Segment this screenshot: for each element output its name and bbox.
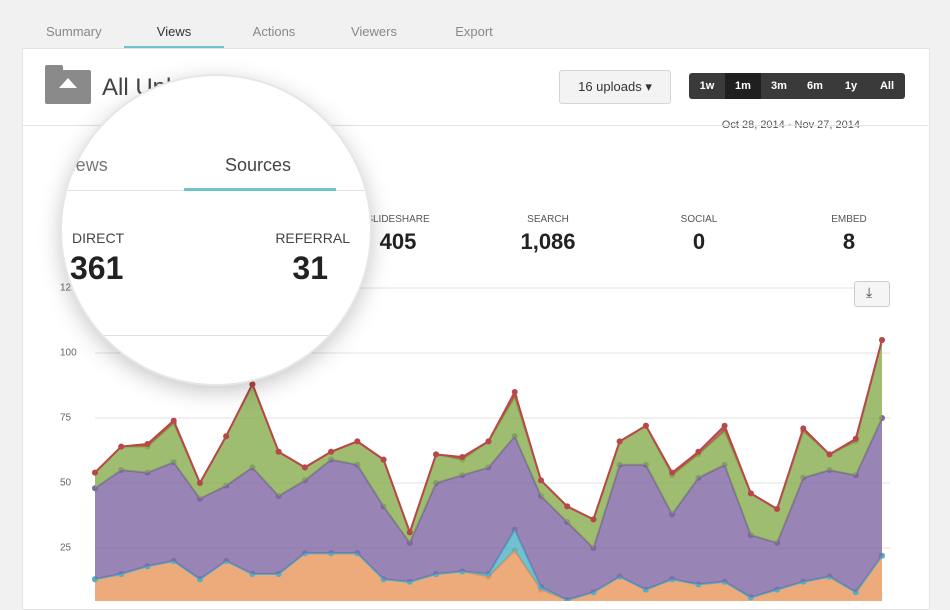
folder-icon [45,65,91,104]
mag-stat-value: 361 [70,250,124,286]
y-tick-label: 100 [60,348,77,359]
area-fill [95,550,882,601]
range-button[interactable]: All [879,80,895,92]
nav-tab[interactable]: Views [124,18,224,49]
point [590,516,597,523]
mag-tab[interactable]: Views [62,155,108,175]
point [511,389,518,395]
point [564,503,571,510]
point [223,433,230,440]
range-button[interactable]: 1y [844,80,858,92]
range-button[interactable]: 3m [771,80,787,92]
divider [62,335,370,336]
point [669,469,676,476]
stat-label: SOCIAL [680,214,718,225]
y-tick-label: 25 [60,543,72,554]
point [747,490,754,497]
mag-stat-value: 31 [292,250,328,286]
point [275,448,282,455]
stat-value: 1,086 [520,229,576,254]
stat-label: EMBED [831,214,867,225]
stat-value: 405 [379,229,417,254]
uploads-dropdown[interactable]: 16 uploads [559,70,671,104]
mag-tab[interactable]: Sources [225,155,292,175]
stat-value: 0 [692,229,706,254]
point [301,464,308,471]
stat: SEARCH 1,086 [488,214,608,255]
nav-tab[interactable]: Viewers [350,24,397,39]
point [118,443,125,450]
range-button[interactable]: 1m [725,73,761,99]
download-button[interactable] [854,281,890,307]
range-button[interactable]: 1w [699,80,715,92]
point [433,451,440,458]
point [695,448,702,455]
area-fill [95,418,882,600]
point [459,454,466,460]
mag-stat-label: REFERRAL [275,230,350,246]
stat: SOCIAL 0 [639,214,759,255]
y-tick-label: 50 [60,478,72,489]
point [642,422,649,429]
point [92,469,98,476]
point [879,337,885,343]
stat: EMBED 8 [789,214,909,255]
stat-label: SEARCH [527,214,569,225]
y-tick-label: 125 [60,283,77,294]
nav-tab[interactable]: Export [455,24,493,39]
nav-tab[interactable]: Summary [46,24,102,39]
point [170,417,177,424]
nav-tab[interactable]: Actions [252,24,296,39]
point [380,456,387,463]
point [406,529,413,536]
point [249,381,256,388]
point [354,438,361,445]
point [852,435,859,442]
stat-label: SLIDESHARE [366,214,430,225]
point [616,438,623,445]
range-button[interactable]: 6m [807,80,823,92]
point [721,422,728,429]
point [328,448,335,455]
point [826,451,833,458]
point [485,438,492,445]
point [196,480,203,486]
magnifier: Views Sources DIRECT 361 REFERRAL 31 [62,76,370,384]
point [774,506,781,512]
active-underline [184,188,336,191]
nav-tabs: Summary Views Actions Viewers Export [22,18,524,49]
divider [22,125,928,126]
stat: SLIDESHARE 405 [338,214,458,255]
stat-value: 8 [842,229,856,254]
point [144,441,151,447]
point [800,425,807,432]
y-tick-label: 75 [60,413,72,424]
range-buttons: 1w 1m 3m 6m 1y All [689,73,905,99]
mag-stat-label: DIRECT [72,230,125,246]
point [537,477,544,484]
